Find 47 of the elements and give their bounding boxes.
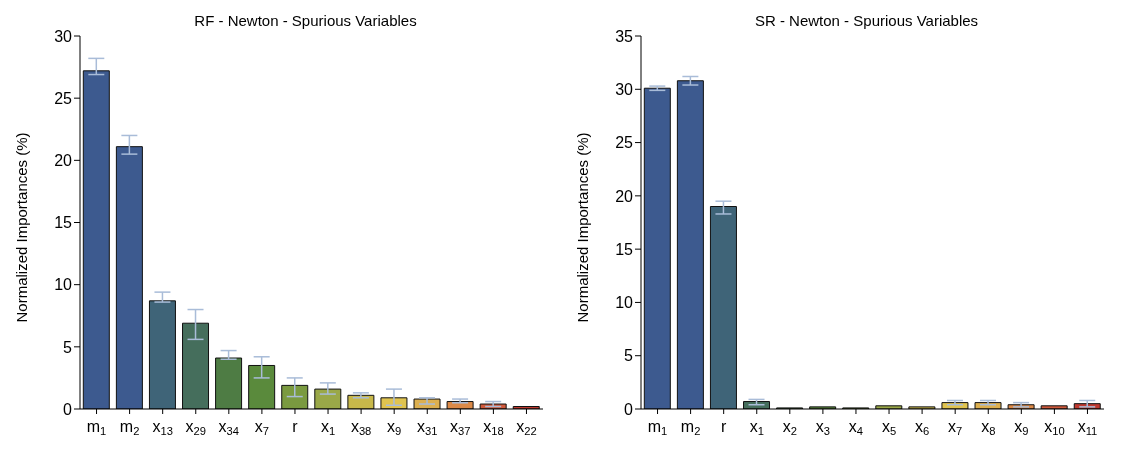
x-tick-label: x$_{38}$ (350, 418, 372, 438)
y-tick-label: 20 (54, 152, 73, 170)
x-tick-label: x$_{1}$ (749, 418, 764, 438)
y-axis-title: Normalized Importances (%) (13, 132, 31, 323)
x-tick-label: m$_{2}$ (680, 418, 701, 438)
y-tick-label: 30 (54, 27, 73, 45)
y-tick-label: 10 (615, 294, 634, 312)
x-tick-label: x$_{4}$ (848, 418, 864, 438)
chart-title: RF - Newton - Spurious Variables (193, 12, 418, 29)
y-tick-label: 5 (624, 347, 634, 365)
x-tick-label: x$_{13}$ (152, 418, 173, 438)
x-tick-label: x$_{11}$ (1077, 418, 1098, 438)
y-tick-label: 0 (63, 400, 73, 418)
x-tick-label: x$_{9}$ (1014, 418, 1029, 438)
x-tick-label: x$_{37}$ (450, 418, 471, 438)
x-tick-label: x$_{7}$ (948, 418, 963, 438)
y-tick-label: 15 (54, 214, 73, 232)
x-tick-label: m$_{1}$ (86, 418, 107, 438)
x-tick-label: x$_{18}$ (483, 418, 504, 438)
x-tick-label: m$_{1}$ (647, 418, 668, 438)
x-tick-label: x$_{1}$ (320, 418, 336, 438)
x-tick-label: x$_{10}$ (1044, 418, 1065, 438)
y-tick-label: 25 (615, 134, 634, 152)
x-tick-label: x$_{8}$ (981, 418, 996, 438)
x-tick-label: x$_{7}$ (254, 418, 270, 438)
x-tick-label: m$_{2}$ (119, 418, 140, 438)
x-tick-label: x$_{29}$ (185, 418, 206, 438)
x-tick-label: x$_{5}$ (881, 418, 897, 438)
y-tick-label: 5 (63, 338, 73, 356)
y-tick-label: 30 (615, 80, 634, 98)
y-tick-label: 15 (615, 240, 634, 258)
y-tick-label: 25 (54, 89, 73, 107)
x-tick-label: r (721, 418, 728, 435)
x-tick-label: r (292, 418, 299, 435)
y-tick-label: 10 (54, 276, 73, 294)
y-axis-title: Normalized Importances (%) (574, 132, 592, 323)
x-tick-label: x$_{22}$ (516, 418, 537, 438)
y-tick-label: 35 (615, 27, 634, 45)
y-tick-label: 0 (624, 400, 634, 418)
x-tick-label: x$_{6}$ (914, 418, 930, 438)
chart-title: SR - Newton - Spurious Variables (753, 12, 980, 29)
x-tick-label: x$_{3}$ (815, 418, 831, 438)
x-tick-label: x$_{9}$ (387, 418, 402, 438)
x-tick-label: x$_{34}$ (218, 418, 240, 438)
x-tick-label: x$_{2}$ (782, 418, 797, 438)
x-tick-label: x$_{31}$ (417, 418, 438, 438)
y-tick-label: 20 (615, 187, 634, 205)
